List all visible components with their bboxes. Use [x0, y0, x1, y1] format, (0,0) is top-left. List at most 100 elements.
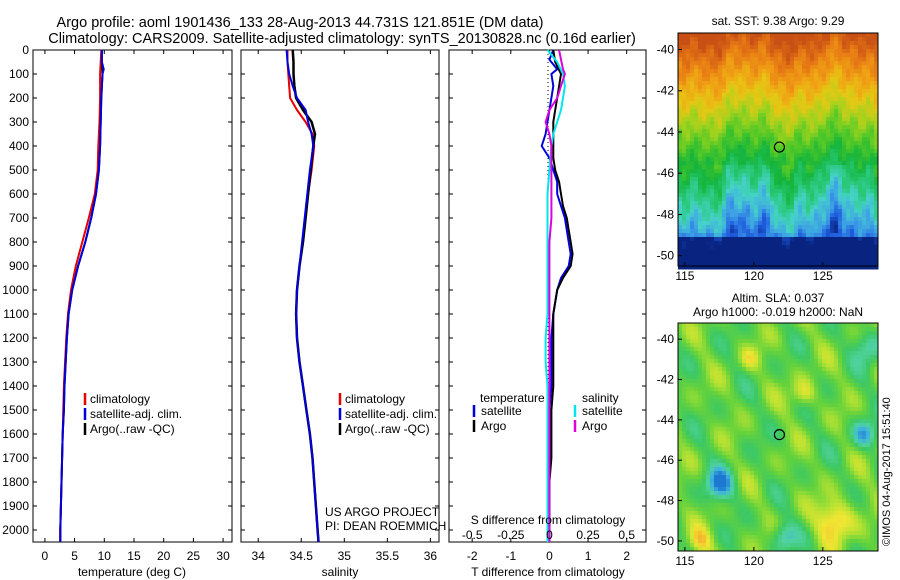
heatmap-cell	[850, 101, 855, 106]
heatmap-cell	[862, 459, 867, 464]
heatmap-cell	[794, 45, 799, 50]
heatmap-cell	[698, 89, 703, 94]
heatmap-cell	[694, 145, 699, 150]
heatmap-cell	[738, 367, 743, 372]
heatmap-cell	[862, 383, 867, 388]
heatmap-cell	[730, 197, 735, 202]
heatmap-cell	[726, 395, 731, 400]
heatmap-cell	[698, 181, 703, 186]
heatmap-cell	[862, 157, 867, 162]
heatmap-cell	[870, 355, 875, 360]
heatmap-cell	[858, 395, 863, 400]
heatmap-cell	[682, 427, 687, 432]
heatmap-cell	[726, 145, 731, 150]
heatmap-cell	[830, 379, 835, 384]
sla-heatmap-cells	[678, 323, 879, 552]
heatmap-cell	[774, 37, 779, 42]
heatmap-cell	[838, 185, 843, 190]
heatmap-cell	[858, 213, 863, 218]
heatmap-cell	[710, 241, 715, 246]
heatmap-cell	[850, 261, 855, 266]
heatmap-cell	[742, 141, 747, 146]
heatmap-cell	[830, 217, 835, 222]
heatmap-cell	[726, 33, 731, 38]
heatmap-cell	[802, 73, 807, 78]
heatmap-cell	[858, 217, 863, 222]
heatmap-cell	[702, 157, 707, 162]
heatmap-cell	[858, 153, 863, 158]
heatmap-cell	[722, 89, 727, 94]
heatmap-cell	[874, 93, 879, 98]
heatmap-cell	[730, 331, 735, 336]
heatmap-cell	[762, 331, 767, 336]
heatmap-cell	[706, 133, 711, 138]
heatmap-cell	[778, 355, 783, 360]
heatmap-cell	[842, 451, 847, 456]
heatmap-cell	[730, 447, 735, 452]
heatmap-cell	[702, 265, 707, 270]
heatmap-cell	[702, 105, 707, 110]
heatmap-cell	[814, 431, 819, 436]
heatmap-cell	[862, 363, 867, 368]
heatmap-cell	[730, 65, 735, 70]
heatmap-cell	[766, 237, 771, 242]
heatmap-cell	[830, 53, 835, 58]
heatmap-cell	[818, 65, 823, 70]
heatmap-cell	[842, 153, 847, 158]
heatmap-cell	[810, 249, 815, 254]
heatmap-cell	[718, 363, 723, 368]
heatmap-cell	[682, 451, 687, 456]
heatmap-cell	[726, 335, 731, 340]
heatmap-cell	[814, 65, 819, 70]
heatmap-cell	[770, 89, 775, 94]
heatmap-cell	[750, 93, 755, 98]
heatmap-cell	[686, 355, 691, 360]
heatmap-cell	[702, 201, 707, 206]
heatmap-cell	[870, 33, 875, 38]
heatmap-cell	[710, 351, 715, 356]
heatmap-cell	[818, 217, 823, 222]
heatmap-cell	[714, 157, 719, 162]
heatmap-cell	[694, 383, 699, 388]
heatmap-cell	[730, 359, 735, 364]
heatmap-cell	[778, 265, 783, 270]
heatmap-cell	[814, 73, 819, 78]
heatmap-cell	[706, 173, 711, 178]
heatmap-cell	[682, 447, 687, 452]
heatmap-cell	[814, 137, 819, 142]
heatmap-cell	[874, 423, 879, 428]
temperature-x-axis: 0 5 10 15 20 25 30	[42, 50, 230, 563]
heatmap-cell	[846, 141, 851, 146]
heatmap-cell	[706, 105, 711, 110]
heatmap-cell	[818, 355, 823, 360]
heatmap-cell	[798, 253, 803, 258]
heatmap-cell	[678, 33, 683, 38]
heatmap-cell	[718, 427, 723, 432]
heatmap-cell	[862, 53, 867, 58]
heatmap-cell	[758, 45, 763, 50]
heatmap-cell	[706, 113, 711, 118]
heatmap-cell	[722, 201, 727, 206]
heatmap-cell	[762, 181, 767, 186]
heatmap-cell	[854, 161, 859, 166]
heatmap-cell	[846, 367, 851, 372]
heatmap-cell	[826, 427, 831, 432]
heatmap-cell	[758, 113, 763, 118]
heatmap-cell	[770, 261, 775, 266]
heatmap-cell	[734, 419, 739, 424]
heatmap-cell	[694, 109, 699, 114]
heatmap-cell	[742, 399, 747, 404]
heatmap-cell	[866, 403, 871, 408]
heatmap-cell	[794, 121, 799, 126]
heatmap-cell	[822, 185, 827, 190]
heatmap-cell	[754, 383, 759, 388]
heatmap-cell	[694, 395, 699, 400]
heatmap-cell	[826, 455, 831, 460]
heatmap-cell	[862, 423, 867, 428]
heatmap-cell	[702, 221, 707, 226]
heatmap-cell	[706, 37, 711, 42]
heatmap-cell	[770, 101, 775, 106]
heatmap-cell	[786, 177, 791, 182]
heatmap-cell	[794, 109, 799, 114]
heatmap-cell	[874, 241, 879, 246]
